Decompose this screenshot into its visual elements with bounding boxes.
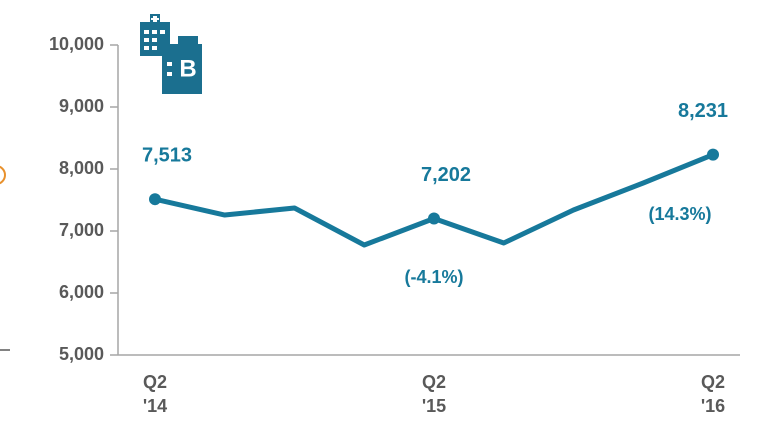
value-label: 8,231 — [678, 100, 728, 122]
y-tick-label: 8,000 — [59, 158, 104, 178]
decoration — [0, 165, 6, 185]
svg-text:B: B — [179, 55, 196, 82]
point — [428, 212, 440, 225]
x-tick-label: Q2 '16 — [700, 372, 726, 416]
value-label: 7,513 — [142, 144, 192, 166]
y-tick-label: 5,000 — [59, 344, 104, 364]
point — [149, 193, 161, 206]
y-tick-label: 10,000 — [49, 34, 104, 54]
building-icon: B — [140, 14, 202, 94]
x-tick-label: Q2 '15 — [421, 372, 447, 416]
y-tick-label: 9,000 — [59, 96, 104, 116]
annotation: (14.3%) — [648, 204, 711, 224]
x-tick-label: Q2 '14 — [142, 372, 168, 416]
annotation: (-4.1%) — [404, 267, 463, 287]
y-tick-label: 6,000 — [59, 282, 104, 302]
y-tick-label: 7,000 — [59, 220, 104, 240]
point — [707, 148, 719, 161]
value-label: 7,202 — [421, 164, 471, 186]
